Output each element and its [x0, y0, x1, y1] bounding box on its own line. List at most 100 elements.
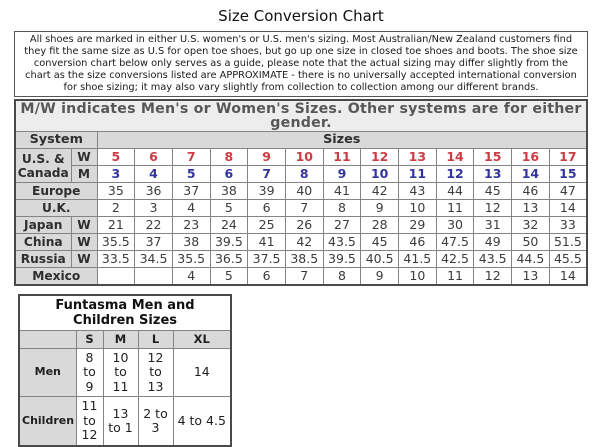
sizes-header: Sizes — [96, 131, 588, 150]
gender-label: W — [70, 233, 98, 252]
size-value: 16 — [511, 148, 550, 167]
size-value: 33.5 — [96, 250, 136, 269]
size-value: 47 — [548, 182, 588, 201]
intro-note-box: All shoes are marked in either U.S. wome… — [14, 31, 588, 98]
size-value: 40 — [284, 182, 324, 201]
size-value: 9 — [247, 148, 286, 167]
size-value: 2 — [96, 199, 136, 218]
size-value: 46 — [398, 233, 437, 252]
conversion-table-body: M/W indicates Men's or Women's Sizes. Ot… — [14, 99, 588, 286]
size-value: 6 — [134, 148, 173, 167]
size-value: 41 — [322, 182, 362, 201]
system-label: U.K. — [14, 199, 98, 218]
size-value: 6 — [247, 267, 286, 286]
size-value: 13 — [511, 199, 550, 218]
size-value: 13 — [398, 148, 437, 167]
funtasma-size-table: Funtasma Men and Children Sizes S M L XL Me… — [18, 294, 233, 447]
size-value: 28 — [360, 216, 399, 235]
system-label: U.S. & Canada — [14, 148, 72, 184]
size-value: 30 — [435, 216, 475, 235]
funtasma-size-value: 14 — [172, 347, 232, 398]
size-value: 38.5 — [284, 250, 324, 269]
size-value: 39.5 — [209, 233, 249, 252]
size-value: 9 — [322, 165, 362, 184]
size-value: 12 — [473, 267, 513, 286]
size-value: 35 — [96, 182, 136, 201]
funtasma-row: Men 8 to 9 10 to 11 12 to 13 14 — [18, 347, 232, 398]
funtasma-size-value: 4 to 4.5 — [172, 396, 232, 447]
conversion-row: U.S. & Canada W 5 6 7 8 9 10 11 12 13 14 15 16 17 — [14, 148, 588, 184]
size-value: 39 — [247, 182, 286, 201]
size-value: 36.5 — [209, 250, 249, 269]
size-value: 9 — [360, 267, 399, 286]
size-value: 8 — [284, 165, 324, 184]
size-value: 21 — [96, 216, 136, 235]
size-value: 44 — [435, 182, 475, 201]
funtasma-size-value: 11 to 12 — [75, 396, 104, 447]
conversion-row: China W 35.5 37 38 39.5 41 42 43.5 45 46 47.5 49 50 51… — [14, 233, 588, 252]
size-value: 36 — [134, 182, 173, 201]
system-label: China — [14, 233, 72, 252]
size-value: 4 — [171, 199, 211, 218]
size-value: 10 — [398, 199, 437, 218]
gender-label: W — [70, 216, 98, 235]
size-value: 10 — [284, 148, 324, 167]
size-value: 10 — [398, 267, 437, 286]
funtasma-corner-cell — [18, 330, 77, 349]
size-value: 8 — [322, 199, 362, 218]
gender-label: W — [70, 250, 98, 269]
size-value: 7 — [171, 148, 211, 167]
size-value: 11 — [398, 165, 437, 184]
size-value: 46 — [511, 182, 550, 201]
funtasma-row-label: Children — [18, 396, 77, 447]
size-value: 44.5 — [511, 250, 550, 269]
size-value: 5 — [209, 199, 249, 218]
mw-note-row: M/W indicates Men's or Women's Sizes. Ot… — [14, 99, 588, 133]
mw-note: M/W indicates Men's or Women's Sizes. Ot… — [14, 99, 588, 133]
size-value: 23 — [171, 216, 211, 235]
system-label: Europe — [14, 182, 98, 201]
conversion-row: Japan W 21 22 23 24 25 26 27 28 29 30 31 32 33 — [14, 216, 588, 235]
size-value: 12 — [473, 199, 513, 218]
size-value: 12 — [435, 165, 475, 184]
funtasma-size-value: 13 to 1 — [102, 396, 139, 447]
size-value: 6 — [209, 165, 249, 184]
size-value: 37 — [171, 182, 211, 201]
size-value: 11 — [322, 148, 362, 167]
funtasma-col-header: M — [102, 330, 139, 349]
size-value: 38 — [171, 233, 211, 252]
size-value: 7 — [284, 199, 324, 218]
size-value: 14 — [548, 267, 588, 286]
size-value: 47.5 — [435, 233, 475, 252]
funtasma-title: Funtasma Men and Children Sizes — [18, 294, 232, 332]
size-value: 35.5 — [171, 250, 211, 269]
size-value: 42.5 — [435, 250, 475, 269]
size-value: 22 — [134, 216, 173, 235]
size-value: 27 — [322, 216, 362, 235]
size-value: 5 — [171, 165, 211, 184]
size-value: 7 — [284, 267, 324, 286]
size-value: 7 — [247, 165, 286, 184]
size-value: 11 — [435, 267, 475, 286]
size-value: 14 — [511, 165, 550, 184]
size-value: 32 — [511, 216, 550, 235]
conversion-row: Europe 35 36 37 38 39 40 41 42 43 44 45 46 47 — [14, 182, 588, 201]
size-conversion-table: M/W indicates Men's or Women's Sizes. Ot… — [14, 99, 588, 287]
size-value: 24 — [209, 216, 249, 235]
funtasma-col-header: S — [75, 330, 104, 349]
size-value: 8 — [209, 148, 249, 167]
size-value: 13 — [473, 165, 513, 184]
system-header: System — [14, 131, 98, 150]
size-value: 43 — [398, 182, 437, 201]
size-value: 43.5 — [322, 233, 362, 252]
system-label: Russia — [14, 250, 72, 269]
size-value: 6 — [247, 199, 286, 218]
size-value: 37 — [134, 233, 173, 252]
size-value: 40.5 — [360, 250, 399, 269]
size-value: 15 — [548, 165, 588, 184]
size-value: 13 — [511, 267, 550, 286]
size-value — [96, 267, 136, 286]
funtasma-size-value: 12 to 13 — [137, 347, 174, 398]
gender-label: W — [70, 148, 98, 167]
